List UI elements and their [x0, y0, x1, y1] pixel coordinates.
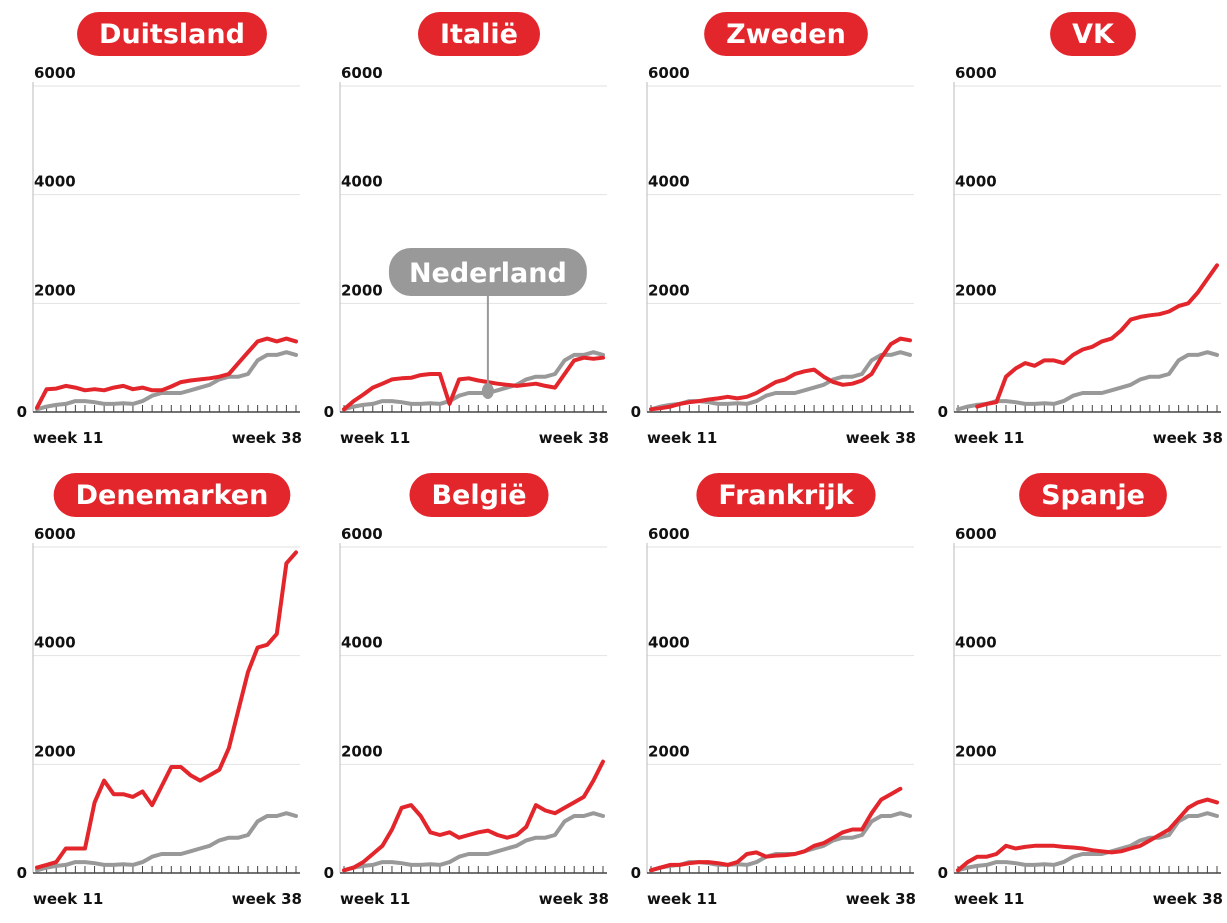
y-tick-label: 2000	[341, 742, 383, 760]
x-tick-label: week 11	[954, 890, 1024, 908]
title-pill	[418, 12, 540, 56]
y-tick-label: 4000	[34, 634, 76, 652]
x-tick-label: week 38	[539, 890, 609, 908]
series-line	[35, 550, 298, 870]
panel-title: Duitsland	[77, 12, 267, 56]
panel-title: Spanje	[1019, 473, 1167, 517]
x-tick-label: week 11	[340, 890, 410, 908]
x-tick-label: week 38	[846, 429, 916, 447]
x-tick-label: week 11	[340, 429, 410, 447]
x-tick-label: week 11	[647, 890, 717, 908]
y-tick-label: 0	[938, 403, 948, 421]
annotation-dot	[481, 382, 494, 399]
annotation: Nederland	[388, 248, 587, 296]
y-tick-label: 4000	[341, 634, 383, 652]
panel-title: Frankrijk	[696, 473, 876, 517]
y-tick-label: 0	[324, 403, 334, 421]
x-tick-label: week 38	[846, 890, 916, 908]
title-pill	[696, 473, 876, 517]
y-tick-label: 6000	[34, 525, 76, 543]
series-line	[975, 263, 1219, 409]
series-line	[35, 811, 298, 873]
panel-title: Denemarken	[53, 473, 291, 517]
series-line	[342, 355, 605, 412]
y-tick-label: 4000	[34, 173, 76, 191]
x-tick-label: week 38	[232, 890, 302, 908]
y-tick-label: 6000	[341, 64, 383, 82]
title-text: Zweden	[726, 19, 846, 50]
panel-title: VK	[1050, 12, 1136, 56]
y-tick-label: 0	[17, 403, 27, 421]
x-tick-label: week 11	[954, 429, 1024, 447]
x-tick-label: week 38	[1153, 429, 1223, 447]
y-tick-label: 2000	[34, 281, 76, 299]
series-line	[956, 797, 1219, 873]
title-pill	[53, 473, 291, 517]
y-tick-label: 0	[631, 864, 641, 882]
series-line	[35, 350, 298, 412]
y-tick-label: 4000	[955, 173, 997, 191]
y-tick-label: 2000	[648, 281, 690, 299]
annotation-pill	[388, 248, 587, 296]
y-tick-label: 4000	[648, 634, 690, 652]
x-tick-label: week 11	[647, 429, 717, 447]
series-line	[342, 350, 605, 412]
panel-title: België	[409, 473, 549, 517]
y-tick-label: 6000	[34, 64, 76, 82]
title-text: Denemarken	[76, 480, 269, 511]
y-tick-label: 0	[324, 864, 334, 882]
series-line	[342, 811, 605, 873]
y-tick-label: 0	[631, 403, 641, 421]
x-tick-label: week 11	[33, 890, 103, 908]
y-tick-label: 6000	[648, 64, 690, 82]
series-line	[649, 336, 912, 412]
series-line	[342, 759, 605, 873]
series-line	[956, 350, 1219, 412]
title-text: Italië	[440, 19, 518, 50]
y-tick-label: 2000	[648, 742, 690, 760]
title-text: Duitsland	[99, 19, 245, 50]
title-text: Frankrijk	[718, 480, 854, 511]
y-tick-label: 2000	[955, 281, 997, 299]
y-tick-label: 0	[938, 864, 948, 882]
y-tick-label: 0	[17, 864, 27, 882]
y-tick-label: 2000	[341, 281, 383, 299]
y-tick-label: 4000	[341, 173, 383, 191]
annotation-text: Nederland	[409, 258, 567, 289]
y-tick-label: 6000	[648, 525, 690, 543]
series-line	[649, 786, 903, 873]
panel-title: Italië	[418, 12, 540, 56]
title-text: Spanje	[1041, 480, 1145, 511]
title-pill	[1050, 12, 1136, 56]
x-tick-label: week 38	[1153, 890, 1223, 908]
series-line	[956, 811, 1219, 873]
title-pill	[1019, 473, 1167, 517]
y-tick-label: 6000	[341, 525, 383, 543]
y-tick-label: 2000	[955, 742, 997, 760]
y-tick-label: 4000	[955, 634, 997, 652]
title-pill	[409, 473, 549, 517]
series-line	[35, 336, 298, 410]
y-tick-label: 6000	[955, 525, 997, 543]
title-pill	[77, 12, 267, 56]
y-tick-label: 2000	[34, 742, 76, 760]
title-pill	[704, 12, 868, 56]
title-text: VK	[1072, 19, 1115, 50]
y-tick-label: 6000	[955, 64, 997, 82]
x-tick-label: week 38	[539, 429, 609, 447]
panel-title: Zweden	[704, 12, 868, 56]
title-text: België	[431, 480, 526, 511]
x-tick-label: week 38	[232, 429, 302, 447]
y-tick-label: 4000	[648, 173, 690, 191]
x-tick-label: week 11	[33, 429, 103, 447]
